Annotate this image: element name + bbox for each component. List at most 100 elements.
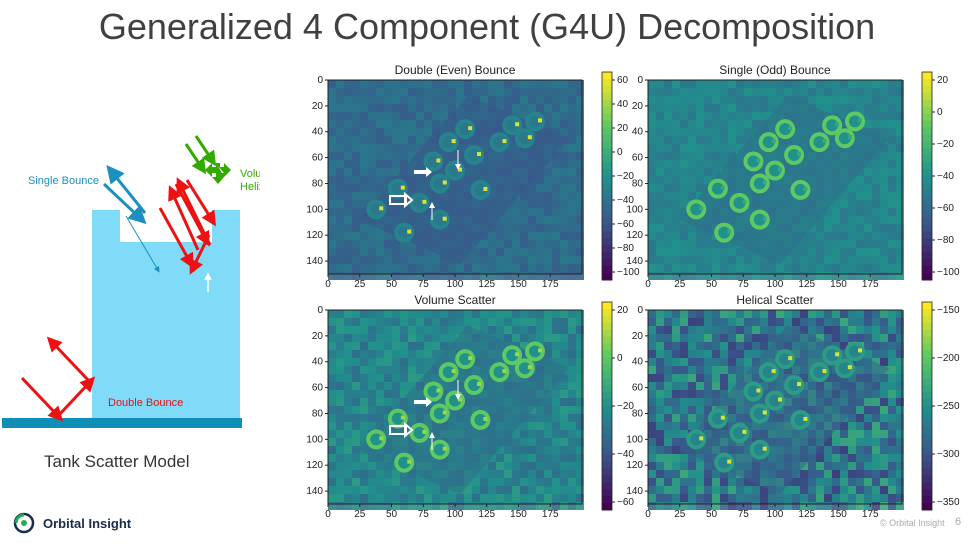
y-tick-label: 80 (632, 178, 644, 189)
helix-label: Helix (240, 181, 260, 193)
y-tick-label: 80 (632, 408, 644, 419)
plot-title: Volume Scatter (414, 293, 495, 307)
y-tick-label: 60 (312, 153, 324, 164)
sar-image (648, 80, 904, 280)
x-tick-label: 125 (798, 279, 815, 290)
colorbar: −150 −200 −250 −300 −350 (921, 301, 960, 511)
double-bounce-roof-arrows (158, 177, 216, 292)
plot-title: Single (Odd) Bounce (719, 63, 831, 77)
colorbar-tick-label: −200 (937, 353, 960, 364)
y-tick-label: 0 (317, 75, 323, 86)
colorbar-tick-label: −100 (937, 267, 960, 278)
x-tick-label: 100 (767, 509, 784, 520)
volume-label: Volume/ (240, 168, 260, 180)
colorbar-tick-label: −40 (617, 195, 634, 206)
colorbar-tick-label: 20 (617, 123, 629, 134)
volume-scatter-plot: Volume Scatter 0 25 50 75 100 125 150 175 0 20 40 60… (306, 292, 634, 520)
plot-title: Double (Even) Bounce (395, 63, 516, 77)
page-number: 6 (955, 516, 962, 528)
colorbar-tick-label: 0 (617, 353, 623, 364)
x-tick-label: 100 (447, 509, 464, 520)
colorbar-tick-label: −250 (937, 401, 960, 412)
x-tick-label: 0 (645, 279, 651, 290)
colorbar-tick-label: −60 (617, 497, 634, 508)
y-tick-label: 120 (306, 460, 323, 471)
y-tick-label: 100 (306, 204, 323, 215)
volume-cross-icon (205, 163, 231, 184)
colorbar-tick-label: −20 (937, 139, 954, 150)
x-tick-label: 150 (510, 279, 527, 290)
ground-line (2, 418, 242, 428)
orbital-insight-logo: Orbital Insight (13, 510, 131, 536)
x-tick-label: 50 (706, 279, 718, 290)
x-tick-label: 150 (510, 509, 527, 520)
colorbar-tick-label: 20 (937, 75, 949, 86)
logo-text: Orbital Insight (43, 515, 132, 531)
colorbar-tick-label: 40 (617, 99, 629, 110)
single-bounce-label: Single Bounce (28, 175, 99, 187)
colorbar-tick-label: −150 (937, 305, 960, 316)
single-bounce-arrows (102, 164, 160, 273)
x-tick-label: 150 (830, 279, 847, 290)
colorbar-tick-label: −80 (617, 243, 634, 254)
x-tick-label: 175 (862, 509, 879, 520)
colorbar-tick-label: −60 (937, 203, 954, 214)
double-bounce-ground-arrows (20, 336, 96, 422)
copyright: © Orbital Insight (880, 518, 945, 528)
x-tick-label: 175 (862, 279, 879, 290)
x-tick-label: 75 (418, 509, 430, 520)
volume-arrows (184, 135, 231, 184)
tank-scatter-diagram: Single Bounce Volume/ Helix Double Bounc… (0, 100, 281, 440)
y-tick-label: 40 (632, 127, 644, 138)
y-tick-label: 20 (312, 331, 324, 342)
y-tick-label: 20 (632, 101, 644, 112)
y-tick-label: 120 (626, 230, 643, 241)
y-tick-label: 60 (632, 383, 644, 394)
x-tick-label: 25 (674, 509, 686, 520)
sar-image (648, 310, 904, 510)
x-tick-label: 150 (830, 509, 847, 520)
colorbar-tick-label: 60 (617, 75, 629, 86)
x-tick-label: 50 (386, 509, 398, 520)
colorbar-tick-label: −20 (617, 171, 634, 182)
y-tick-label: 140 (626, 256, 643, 267)
colorbar: 20 0 −20 −40 −60 −80 −100 (921, 71, 960, 281)
double-bounce-label: Double Bounce (108, 397, 183, 409)
colorbar-tick-label: −40 (617, 449, 634, 460)
x-tick-label: 75 (418, 279, 430, 290)
colorbar: 60 40 20 0 −20 −40 −60 −80 −100 (601, 71, 640, 281)
diagram-caption: Tank Scatter Model (44, 452, 190, 471)
y-tick-label: 0 (317, 305, 323, 316)
x-tick-label: 125 (478, 509, 495, 520)
double-bounce-plot: Double (Even) Bounce 0 25 50 75 100 125 150 175 0… (306, 62, 640, 290)
y-tick-label: 120 (626, 460, 643, 471)
y-tick-label: 40 (312, 127, 324, 138)
colorbar-tick-label: 0 (937, 107, 943, 118)
x-tick-label: 50 (706, 509, 718, 520)
colorbar-tick-label: −40 (937, 171, 954, 182)
plot-title: Helical Scatter (736, 293, 813, 307)
colorbar-tick-label: −20 (617, 401, 634, 412)
y-tick-label: 40 (632, 357, 644, 368)
colorbar-tick-label: 0 (617, 147, 623, 158)
colorbar-tick-label: −350 (937, 497, 960, 508)
helical-scatter-plot: Helical Scatter 0 25 50 75 100 125 150 175 0 20 40 6… (626, 292, 960, 520)
sar-image (328, 80, 584, 280)
x-tick-label: 175 (542, 279, 559, 290)
colorbar-tick-label: −80 (937, 235, 954, 246)
y-tick-label: 100 (306, 434, 323, 445)
x-tick-label: 25 (354, 509, 366, 520)
x-tick-label: 125 (798, 509, 815, 520)
sar-image (328, 310, 584, 510)
colorbar-tick-label: −60 (617, 219, 634, 230)
slide-title: Generalized 4 Component (G4U) Decomposit… (98, 6, 876, 47)
x-tick-label: 100 (767, 279, 784, 290)
colorbar-tick-label: −100 (617, 267, 640, 278)
y-tick-label: 80 (312, 408, 324, 419)
orbital-insight-logo-icon (13, 512, 35, 534)
x-tick-label: 75 (738, 509, 750, 520)
x-tick-label: 125 (478, 279, 495, 290)
x-tick-label: 50 (386, 279, 398, 290)
x-tick-label: 100 (447, 279, 464, 290)
y-tick-label: 20 (632, 331, 644, 342)
